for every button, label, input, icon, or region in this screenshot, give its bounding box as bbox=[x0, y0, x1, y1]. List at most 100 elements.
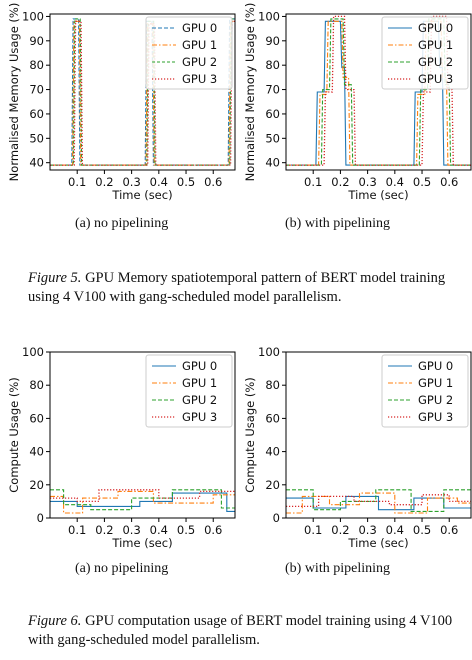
comp-nopipe-ytick-label: 100 bbox=[22, 345, 44, 359]
mem-nopipe-series-gpu0 bbox=[50, 18, 235, 166]
mem-nopipe-series-gpu3 bbox=[50, 20, 235, 166]
chart-memory-no-pipelining-svg: 0.1 0.2 0.3 0.4 0.5 0.6 40 50 60 70 80 90 100 Time (s… bbox=[7, 3, 236, 202]
mem-pipe-legend-box bbox=[381, 16, 469, 90]
comp-nopipe-series-gpu0 bbox=[50, 492, 235, 512]
mem-nopipe-legend-label-gpu0: GPU 0 bbox=[182, 21, 217, 35]
comp-pipe-ytick-label: 20 bbox=[265, 478, 280, 492]
comp-nopipe-ylabel: Compute Usage (%) bbox=[7, 377, 21, 492]
comp-nopipe-xtick-label: 0.6 bbox=[204, 523, 222, 537]
comp-nopipe-ytick-label: 20 bbox=[29, 478, 44, 492]
mem-pipe-ytick-label: 50 bbox=[265, 131, 280, 145]
mem-nopipe-axes-frame bbox=[49, 13, 236, 171]
mem-pipe-xtick-label: 0.5 bbox=[413, 175, 431, 189]
mem-nopipe-ytick-label: 80 bbox=[29, 58, 44, 72]
chart-memory-with-pipelining: 0.1 0.2 0.3 0.4 0.5 0.6 40 50 60 70 80 90 100 Time (s… bbox=[236, 0, 472, 205]
mem-nopipe-legend-label-gpu1: GPU 1 bbox=[182, 38, 217, 52]
mem-nopipe-series-group bbox=[50, 18, 235, 166]
mem-nopipe-xtick-label: 0.6 bbox=[204, 175, 222, 189]
comp-pipe-legend-label-gpu1: GPU 1 bbox=[418, 376, 453, 390]
mem-pipe-legend-label-gpu1: GPU 1 bbox=[418, 38, 453, 52]
mem-nopipe-xlabel: Time (sec) bbox=[111, 188, 172, 202]
comp-nopipe-axes-frame bbox=[49, 351, 236, 519]
mem-pipe-legend-label-gpu0: GPU 0 bbox=[418, 21, 453, 35]
mem-pipe-xtick-label: 0.4 bbox=[386, 175, 404, 189]
mem-nopipe-xtick-label: 0.3 bbox=[122, 175, 140, 189]
comp-nopipe-xtick-label: 0.4 bbox=[150, 523, 168, 537]
mem-nopipe-legend-box bbox=[145, 16, 233, 90]
mem-pipe-ytick-label: 100 bbox=[258, 9, 280, 23]
mem-nopipe-xtick-label: 0.4 bbox=[150, 175, 168, 189]
comp-pipe-legend-label-gpu2: GPU 2 bbox=[418, 393, 453, 407]
chart-compute-no-pipelining-svg: 0.1 0.2 0.3 0.4 0.5 0.6 0 20 40 60 80 100 Time (sec)… bbox=[7, 345, 236, 550]
mem-pipe-xtick-label: 0.1 bbox=[304, 175, 322, 189]
comp-pipe-ytick-label: 100 bbox=[258, 345, 280, 359]
mem-nopipe-xtick-label: 0.1 bbox=[68, 175, 86, 189]
mem-nopipe-ytick-label: 100 bbox=[22, 9, 44, 23]
figure-5-text: GPU Memory spatiotemporal pattern of BER… bbox=[28, 270, 446, 305]
comp-nopipe-ytick-label: 80 bbox=[29, 378, 44, 392]
chart-compute-no-pipelining: 0.1 0.2 0.3 0.4 0.5 0.6 0 20 40 60 80 100 Time (sec)… bbox=[0, 340, 236, 550]
mem-nopipe-legend-label-gpu3: GPU 3 bbox=[182, 72, 217, 86]
mem-pipe-xlabel: Time (sec) bbox=[347, 188, 408, 202]
comp-pipe-xlabel: Time (sec) bbox=[347, 536, 408, 550]
comp-pipe-xtick-label: 0.4 bbox=[386, 523, 404, 537]
comp-nopipe-series-gpu3 bbox=[50, 489, 235, 503]
mem-nopipe-ytick-label: 50 bbox=[29, 131, 44, 145]
comp-nopipe-series-gpu1 bbox=[50, 490, 235, 514]
comp-pipe-ytick-label: 80 bbox=[265, 378, 280, 392]
mem-pipe-series-gpu3 bbox=[286, 15, 471, 166]
mem-pipe-ytick-label: 60 bbox=[265, 107, 280, 121]
comp-nopipe-legend-label-gpu0: GPU 0 bbox=[182, 359, 217, 373]
mem-nopipe-legend-label-gpu2: GPU 2 bbox=[182, 55, 217, 69]
comp-pipe-ytick-label: 0 bbox=[273, 511, 280, 525]
comp-nopipe-xtick-label: 0.5 bbox=[177, 523, 195, 537]
chart-memory-with-pipelining-svg: 0.1 0.2 0.3 0.4 0.5 0.6 40 50 60 70 80 90 100 Time (s… bbox=[243, 3, 472, 202]
comp-pipe-ylabel: Compute Usage (%) bbox=[243, 377, 257, 492]
figure-6-caption: Figure 6. GPU computation usage of BERT … bbox=[28, 612, 464, 650]
subcaption-b-fig5: (b) with pipelining bbox=[285, 216, 390, 231]
mem-nopipe-series-gpu2 bbox=[50, 18, 235, 166]
mem-pipe-ytick-label: 80 bbox=[265, 58, 280, 72]
comp-nopipe-xtick-label: 0.2 bbox=[95, 523, 113, 537]
comp-pipe-xtick-label: 0.2 bbox=[331, 523, 349, 537]
mem-nopipe-xtick-label: 0.2 bbox=[95, 175, 113, 189]
comp-pipe-xtick-label: 0.5 bbox=[413, 523, 431, 537]
mem-nopipe-ytick-label: 60 bbox=[29, 107, 44, 121]
comp-nopipe-xtick-label: 0.3 bbox=[122, 523, 140, 537]
comp-nopipe-series-group bbox=[50, 489, 235, 514]
chart-memory-no-pipelining: 0.1 0.2 0.3 0.4 0.5 0.6 40 50 60 70 80 90 100 Time (s… bbox=[0, 0, 236, 205]
comp-nopipe-ytick-label: 0 bbox=[37, 511, 44, 525]
comp-nopipe-legend-label-gpu1: GPU 1 bbox=[182, 376, 217, 390]
figure-5-caption: Figure 5. GPU Memory spatiotemporal patt… bbox=[28, 269, 464, 307]
comp-pipe-legend: GPU 0 GPU 1 GPU 2 GPU 3 bbox=[381, 354, 469, 428]
figure-5-label: Figure 5. bbox=[28, 270, 82, 286]
comp-nopipe-ytick-label: 40 bbox=[29, 445, 44, 459]
comp-pipe-ytick-label: 40 bbox=[265, 445, 280, 459]
mem-pipe-xtick-label: 0.3 bbox=[358, 175, 376, 189]
comp-pipe-series-gpu3 bbox=[286, 494, 471, 508]
comp-pipe-xtick-label: 0.3 bbox=[358, 523, 376, 537]
comp-nopipe-xtick-label: 0.1 bbox=[68, 523, 86, 537]
comp-nopipe-legend-label-gpu2: GPU 2 bbox=[182, 393, 217, 407]
comp-pipe-axes-frame bbox=[285, 351, 472, 519]
comp-pipe-xtick-label: 0.6 bbox=[440, 523, 458, 537]
mem-pipe-legend-label-gpu3: GPU 3 bbox=[418, 72, 453, 86]
mem-pipe-ytick-label: 40 bbox=[265, 156, 280, 170]
mem-pipe-ytick-label: 70 bbox=[265, 83, 280, 97]
subcaption-b-fig6: (b) with pipelining bbox=[285, 561, 390, 576]
comp-pipe-series-gpu1 bbox=[286, 492, 471, 514]
mem-pipe-legend: GPU 0 GPU 1 GPU 2 GPU 3 bbox=[381, 16, 469, 90]
mem-nopipe-series-gpu1 bbox=[50, 20, 235, 166]
mem-nopipe-xtick-label: 0.5 bbox=[177, 175, 195, 189]
comp-nopipe-legend-box bbox=[145, 354, 233, 428]
chart-compute-with-pipelining-svg: 0.1 0.2 0.3 0.4 0.5 0.6 0 20 40 60 80 100 Time (sec)… bbox=[243, 345, 472, 550]
mem-pipe-ylabel: Normalised Memory Usage (%) bbox=[243, 3, 257, 182]
mem-nopipe-ylabel: Normalised Memory Usage (%) bbox=[7, 3, 21, 182]
chart-compute-with-pipelining: 0.1 0.2 0.3 0.4 0.5 0.6 0 20 40 60 80 100 Time (sec)… bbox=[236, 340, 472, 550]
figure-6-label: Figure 6. bbox=[28, 613, 82, 629]
comp-nopipe-legend: GPU 0 GPU 1 GPU 2 GPU 3 bbox=[145, 354, 233, 428]
mem-nopipe-legend: GPU 0 GPU 1 GPU 2 GPU 3 bbox=[145, 16, 233, 90]
comp-nopipe-series-gpu2 bbox=[50, 489, 235, 511]
comp-pipe-series-group bbox=[286, 489, 471, 514]
mem-pipe-axes-frame bbox=[285, 13, 472, 171]
